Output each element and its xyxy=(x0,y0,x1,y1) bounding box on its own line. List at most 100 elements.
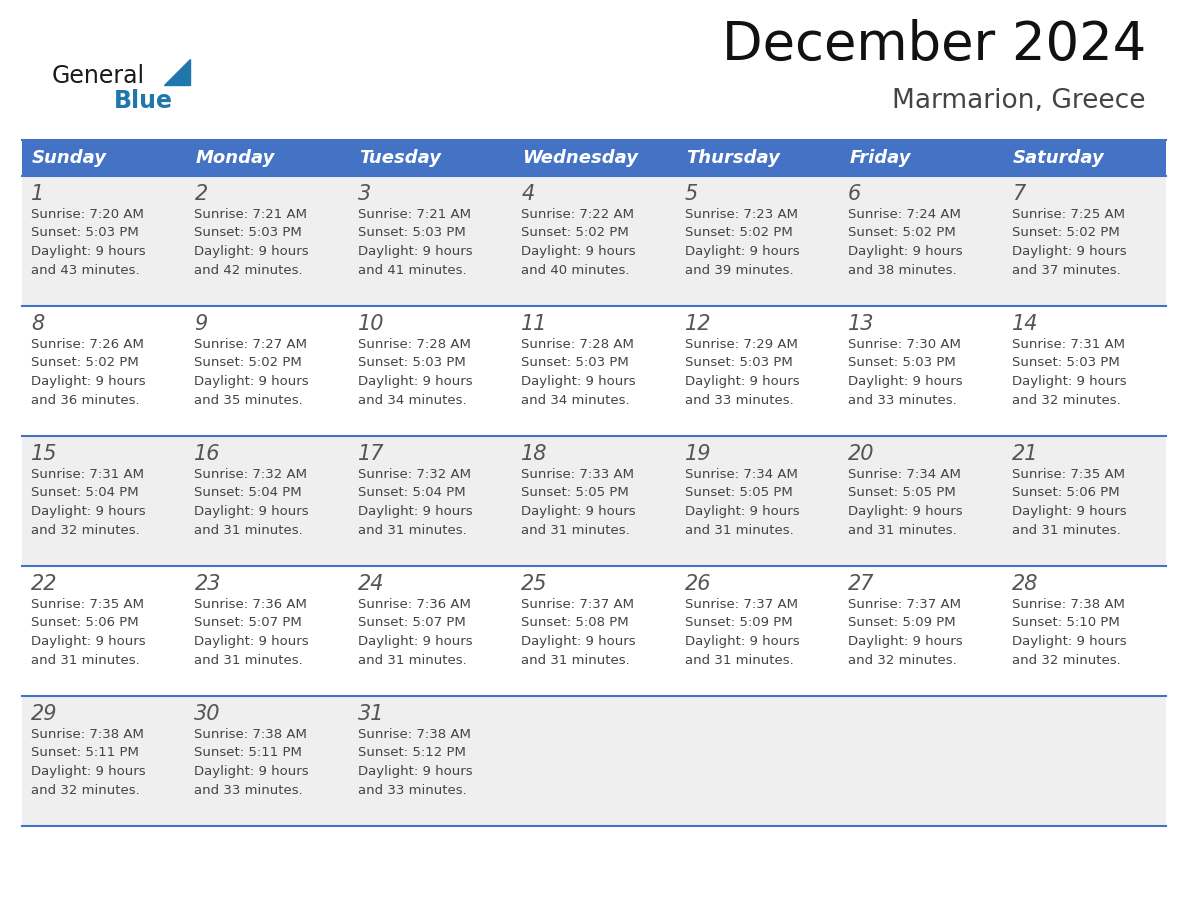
Bar xyxy=(1003,140,1165,176)
Text: Sunset: 5:09 PM: Sunset: 5:09 PM xyxy=(848,617,956,630)
Polygon shape xyxy=(164,59,190,85)
Text: Daylight: 9 hours: Daylight: 9 hours xyxy=(195,765,309,778)
Text: Sunrise: 7:26 AM: Sunrise: 7:26 AM xyxy=(31,338,144,351)
Bar xyxy=(23,176,1165,306)
Text: 31: 31 xyxy=(358,704,385,724)
Text: Sunrise: 7:34 AM: Sunrise: 7:34 AM xyxy=(848,468,961,481)
Text: Sunset: 5:03 PM: Sunset: 5:03 PM xyxy=(358,356,466,370)
Text: 3: 3 xyxy=(358,184,371,204)
Text: 27: 27 xyxy=(848,574,874,594)
Text: and 31 minutes.: and 31 minutes. xyxy=(848,523,956,536)
Text: Sunrise: 7:36 AM: Sunrise: 7:36 AM xyxy=(195,598,308,611)
Text: 30: 30 xyxy=(195,704,221,724)
Text: and 33 minutes.: and 33 minutes. xyxy=(358,783,467,797)
Text: 29: 29 xyxy=(31,704,57,724)
Text: and 34 minutes.: and 34 minutes. xyxy=(522,394,630,407)
Text: Sunset: 5:02 PM: Sunset: 5:02 PM xyxy=(522,227,628,240)
Text: Sunset: 5:10 PM: Sunset: 5:10 PM xyxy=(1011,617,1119,630)
Text: 25: 25 xyxy=(522,574,548,594)
Text: and 34 minutes.: and 34 minutes. xyxy=(358,394,467,407)
Text: Tuesday: Tuesday xyxy=(359,149,441,167)
Text: Friday: Friday xyxy=(849,149,911,167)
Text: 22: 22 xyxy=(31,574,57,594)
Text: Sunrise: 7:35 AM: Sunrise: 7:35 AM xyxy=(31,598,144,611)
Text: and 32 minutes.: and 32 minutes. xyxy=(31,523,140,536)
Text: 7: 7 xyxy=(1011,184,1025,204)
Text: Daylight: 9 hours: Daylight: 9 hours xyxy=(31,375,146,388)
Text: Sunset: 5:02 PM: Sunset: 5:02 PM xyxy=(684,227,792,240)
Text: 4: 4 xyxy=(522,184,535,204)
Text: and 32 minutes.: and 32 minutes. xyxy=(1011,394,1120,407)
Text: 5: 5 xyxy=(684,184,699,204)
Text: Sunset: 5:03 PM: Sunset: 5:03 PM xyxy=(31,227,139,240)
Text: 6: 6 xyxy=(848,184,861,204)
Text: and 31 minutes.: and 31 minutes. xyxy=(684,523,794,536)
Bar xyxy=(512,140,676,176)
Text: Sunset: 5:11 PM: Sunset: 5:11 PM xyxy=(195,746,302,759)
Text: Sunset: 5:05 PM: Sunset: 5:05 PM xyxy=(848,487,956,499)
Text: Sunset: 5:03 PM: Sunset: 5:03 PM xyxy=(358,227,466,240)
Text: Sunrise: 7:20 AM: Sunrise: 7:20 AM xyxy=(31,208,144,221)
Text: and 37 minutes.: and 37 minutes. xyxy=(1011,263,1120,276)
Text: Sunrise: 7:37 AM: Sunrise: 7:37 AM xyxy=(848,598,961,611)
Text: and 31 minutes.: and 31 minutes. xyxy=(195,523,303,536)
Text: Thursday: Thursday xyxy=(685,149,779,167)
Text: Sunset: 5:05 PM: Sunset: 5:05 PM xyxy=(684,487,792,499)
Text: Sunrise: 7:32 AM: Sunrise: 7:32 AM xyxy=(358,468,470,481)
Text: Sunrise: 7:25 AM: Sunrise: 7:25 AM xyxy=(1011,208,1125,221)
Text: and 31 minutes.: and 31 minutes. xyxy=(358,654,467,666)
Text: Daylight: 9 hours: Daylight: 9 hours xyxy=(358,245,473,258)
Text: and 32 minutes.: and 32 minutes. xyxy=(848,654,956,666)
Text: Daylight: 9 hours: Daylight: 9 hours xyxy=(195,245,309,258)
Text: and 31 minutes.: and 31 minutes. xyxy=(31,654,140,666)
Text: Sunset: 5:02 PM: Sunset: 5:02 PM xyxy=(31,356,139,370)
Text: Sunrise: 7:24 AM: Sunrise: 7:24 AM xyxy=(848,208,961,221)
Text: 14: 14 xyxy=(1011,314,1038,334)
Text: and 31 minutes.: and 31 minutes. xyxy=(522,523,630,536)
Text: Sunrise: 7:38 AM: Sunrise: 7:38 AM xyxy=(1011,598,1125,611)
Text: Daylight: 9 hours: Daylight: 9 hours xyxy=(522,505,636,518)
Text: and 31 minutes.: and 31 minutes. xyxy=(684,654,794,666)
Text: Sunrise: 7:38 AM: Sunrise: 7:38 AM xyxy=(195,728,308,741)
Text: 20: 20 xyxy=(848,444,874,464)
Text: Daylight: 9 hours: Daylight: 9 hours xyxy=(195,635,309,648)
Text: Sunset: 5:06 PM: Sunset: 5:06 PM xyxy=(1011,487,1119,499)
Text: 19: 19 xyxy=(684,444,712,464)
Text: Monday: Monday xyxy=(196,149,274,167)
Text: Daylight: 9 hours: Daylight: 9 hours xyxy=(195,375,309,388)
Text: Sunset: 5:12 PM: Sunset: 5:12 PM xyxy=(358,746,466,759)
Text: Sunset: 5:05 PM: Sunset: 5:05 PM xyxy=(522,487,628,499)
Text: and 40 minutes.: and 40 minutes. xyxy=(522,263,630,276)
Text: Daylight: 9 hours: Daylight: 9 hours xyxy=(31,245,146,258)
Text: Sunrise: 7:36 AM: Sunrise: 7:36 AM xyxy=(358,598,470,611)
Text: Daylight: 9 hours: Daylight: 9 hours xyxy=(684,635,800,648)
Text: 10: 10 xyxy=(358,314,385,334)
Text: 21: 21 xyxy=(1011,444,1038,464)
Text: 12: 12 xyxy=(684,314,712,334)
Text: Sunset: 5:09 PM: Sunset: 5:09 PM xyxy=(684,617,792,630)
Text: Sunset: 5:02 PM: Sunset: 5:02 PM xyxy=(195,356,302,370)
Text: December 2024: December 2024 xyxy=(722,19,1146,71)
Text: Sunset: 5:04 PM: Sunset: 5:04 PM xyxy=(31,487,139,499)
Text: Daylight: 9 hours: Daylight: 9 hours xyxy=(195,505,309,518)
Text: Sunrise: 7:28 AM: Sunrise: 7:28 AM xyxy=(522,338,634,351)
Text: and 33 minutes.: and 33 minutes. xyxy=(684,394,794,407)
Bar xyxy=(23,566,1165,696)
Text: Daylight: 9 hours: Daylight: 9 hours xyxy=(1011,375,1126,388)
Text: Daylight: 9 hours: Daylight: 9 hours xyxy=(31,505,146,518)
Text: Sunset: 5:11 PM: Sunset: 5:11 PM xyxy=(31,746,139,759)
Text: Sunset: 5:07 PM: Sunset: 5:07 PM xyxy=(195,617,302,630)
Text: Daylight: 9 hours: Daylight: 9 hours xyxy=(358,505,473,518)
Text: and 33 minutes.: and 33 minutes. xyxy=(848,394,956,407)
Bar xyxy=(23,306,1165,436)
Text: and 32 minutes.: and 32 minutes. xyxy=(31,783,140,797)
Text: Sunrise: 7:37 AM: Sunrise: 7:37 AM xyxy=(684,598,797,611)
Text: and 39 minutes.: and 39 minutes. xyxy=(684,263,794,276)
Text: and 35 minutes.: and 35 minutes. xyxy=(195,394,303,407)
Text: Daylight: 9 hours: Daylight: 9 hours xyxy=(1011,505,1126,518)
Text: Sunset: 5:08 PM: Sunset: 5:08 PM xyxy=(522,617,628,630)
Text: Sunrise: 7:27 AM: Sunrise: 7:27 AM xyxy=(195,338,308,351)
Text: Daylight: 9 hours: Daylight: 9 hours xyxy=(1011,635,1126,648)
Text: 28: 28 xyxy=(1011,574,1038,594)
Text: Daylight: 9 hours: Daylight: 9 hours xyxy=(358,765,473,778)
